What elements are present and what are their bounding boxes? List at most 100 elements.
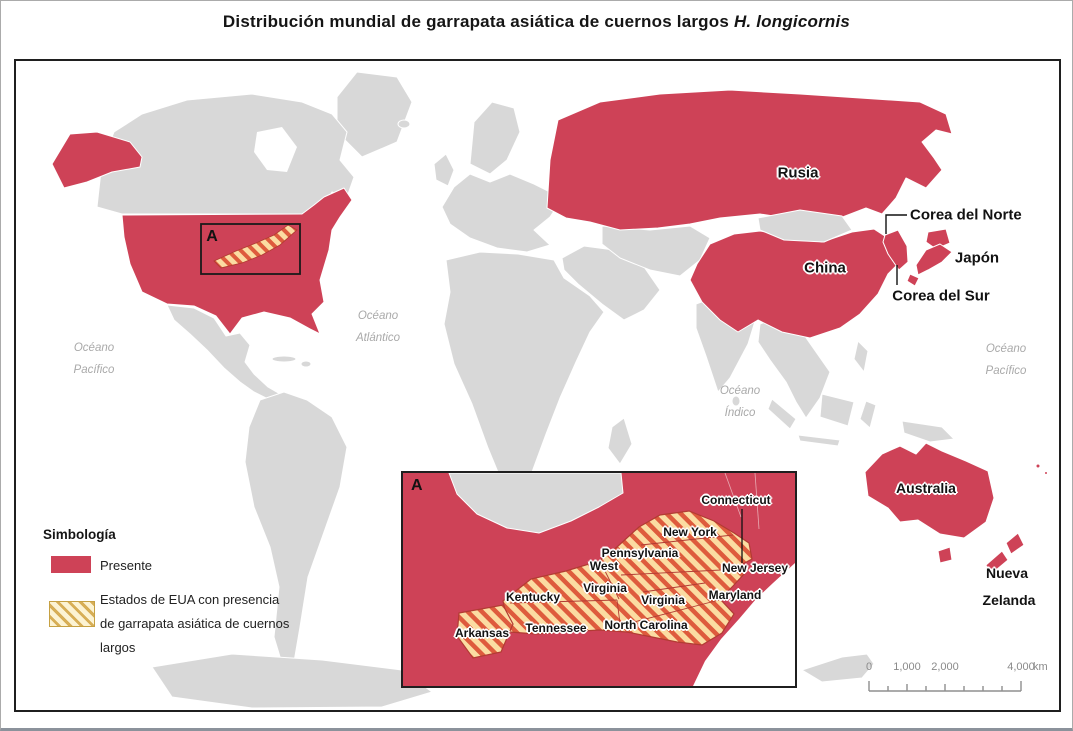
leader-north-korea bbox=[885, 214, 907, 234]
label-corea-del-sur: Corea del Sur bbox=[892, 287, 990, 305]
label-connecticut: Connecticut bbox=[701, 493, 771, 507]
ocean-line: Atlántico bbox=[355, 332, 401, 344]
scale-unit: km bbox=[1033, 661, 1048, 673]
island-borneo bbox=[819, 393, 855, 427]
legend-title: Simbología bbox=[43, 527, 116, 542]
ocean-line: Océano bbox=[357, 310, 399, 323]
label-australia: Australia bbox=[896, 480, 956, 496]
label-virginia: Virginia bbox=[641, 593, 685, 607]
island-pacific-2 bbox=[1044, 471, 1048, 475]
hudson-bay bbox=[254, 127, 297, 172]
ocean-line: Océano bbox=[73, 342, 115, 355]
island-tasmania bbox=[937, 546, 953, 564]
label-west-virginia-2: Virginia bbox=[583, 581, 627, 595]
inset-canada-great-lakes bbox=[448, 473, 624, 534]
label-rusia: Rusia bbox=[777, 164, 819, 182]
inset-state-borders bbox=[509, 534, 734, 632]
label-ocean-pacifico-este: Océano Pacífico bbox=[986, 339, 1027, 383]
label-nueva-zelanda-1: Nueva bbox=[985, 565, 1029, 581]
country-china bbox=[689, 228, 905, 339]
region-europe bbox=[441, 173, 561, 253]
inset-extent-box bbox=[200, 223, 301, 275]
island-madagascar bbox=[607, 417, 633, 465]
country-australia bbox=[864, 442, 995, 539]
ocean-line: Pacífico bbox=[985, 365, 1027, 377]
label-arkansas: Arkansas bbox=[454, 626, 510, 640]
state-alaska bbox=[51, 131, 143, 189]
new-zealand-north bbox=[1005, 532, 1025, 555]
korea-peninsula bbox=[882, 229, 909, 271]
label-new-york: New York bbox=[663, 525, 717, 539]
new-zealand-south bbox=[985, 550, 1009, 576]
island-uk bbox=[433, 153, 455, 187]
country-iceland bbox=[397, 119, 411, 129]
legend-hatch-line: de garrapata asiática de cuernos bbox=[100, 616, 290, 631]
legend: Simbología Presente Estados de EUA con p… bbox=[43, 527, 373, 655]
antarctica-east bbox=[801, 653, 875, 683]
island-java bbox=[797, 434, 841, 447]
label-nueva-zelanda-2: Zelanda bbox=[982, 592, 1036, 608]
scale-tick-1000: 1,000 bbox=[893, 661, 921, 673]
island-hispaniola bbox=[300, 360, 312, 368]
inset-atlantic-ocean bbox=[693, 563, 795, 686]
island-new-guinea bbox=[901, 420, 955, 443]
inset-arkansas bbox=[456, 604, 514, 659]
title-text: Distribución mundial de garrapata asiáti… bbox=[222, 12, 734, 31]
island-sri-lanka bbox=[731, 395, 741, 407]
label-ocean-atlantico: Océano Atlántico bbox=[356, 306, 400, 350]
scale-tick-0: 0 bbox=[865, 661, 873, 673]
label-ocean-pacifico-oeste: Océano Pacífico bbox=[74, 338, 115, 382]
antarctica-west bbox=[151, 653, 433, 709]
japan-kyushu bbox=[906, 273, 920, 287]
label-corea-del-norte: Corea del Norte bbox=[910, 206, 1022, 224]
legend-label-present: Presente bbox=[100, 558, 153, 573]
label-pennsylvania: Pennsylvania bbox=[601, 546, 679, 560]
continent-south-america bbox=[244, 391, 348, 671]
region-scandinavia bbox=[469, 101, 521, 175]
title-species-name: H. longicornis bbox=[733, 12, 851, 31]
inset-long-island bbox=[747, 571, 777, 582]
label-west-virginia-1: West bbox=[589, 559, 619, 573]
ocean-line: Índico bbox=[724, 407, 756, 419]
ocean-line: Océano bbox=[985, 343, 1027, 356]
label-maryland: Maryland bbox=[708, 588, 762, 602]
country-mongolia bbox=[757, 209, 853, 243]
region-central-asia bbox=[601, 225, 711, 277]
inset-leader-maryland bbox=[712, 591, 726, 595]
country-mexico bbox=[166, 304, 281, 401]
island-cuba bbox=[271, 355, 297, 363]
label-kentucky: Kentucky bbox=[505, 590, 561, 604]
label-japon: Japón bbox=[954, 249, 1000, 267]
country-greenland bbox=[336, 71, 413, 158]
legend-hatch-line: largos bbox=[100, 640, 136, 655]
scale-tick-2000: 2,000 bbox=[931, 661, 959, 673]
label-new-jersey: New Jersey bbox=[721, 561, 789, 575]
scale-bar-ticks bbox=[868, 681, 1022, 692]
inset-state-border-white-2 bbox=[754, 473, 760, 530]
us-hatched-states-overview bbox=[213, 224, 298, 269]
inset-state-border-white-1 bbox=[724, 473, 742, 518]
inset-hatched-band bbox=[502, 510, 753, 646]
label-china: China bbox=[804, 259, 846, 277]
scale-tick-4000: 4,000 bbox=[1007, 661, 1035, 673]
label-north-carolina: North Carolina bbox=[604, 618, 688, 632]
label-tennessee: Tennessee bbox=[525, 621, 587, 635]
legend-swatch-hatched bbox=[49, 601, 95, 627]
islands-philippines bbox=[853, 340, 869, 373]
label-ocean-indico: Océano Índico bbox=[720, 381, 760, 425]
inset-marker-a: A bbox=[411, 477, 423, 494]
continent-africa bbox=[443, 251, 605, 499]
world-map-frame: Rusia China Corea del Norte Japón Corea … bbox=[14, 59, 1061, 712]
inset-map: A Connecticut New York Pennsylvania West… bbox=[401, 471, 797, 688]
legend-swatch-present bbox=[51, 556, 91, 573]
legend-label-hatched: Estados de EUA con presencia de garrapat… bbox=[100, 588, 289, 660]
island-sulawesi bbox=[859, 400, 877, 429]
japan-honshu bbox=[915, 243, 953, 276]
world-map bbox=[51, 71, 1048, 709]
country-russia bbox=[546, 89, 953, 231]
page-title: Distribución mundial de garrapata asiáti… bbox=[1, 12, 1072, 32]
island-sumatra bbox=[767, 398, 797, 430]
legend-hatch-line: Estados de EUA con presencia bbox=[100, 592, 280, 607]
inset-map-canvas bbox=[403, 473, 795, 686]
